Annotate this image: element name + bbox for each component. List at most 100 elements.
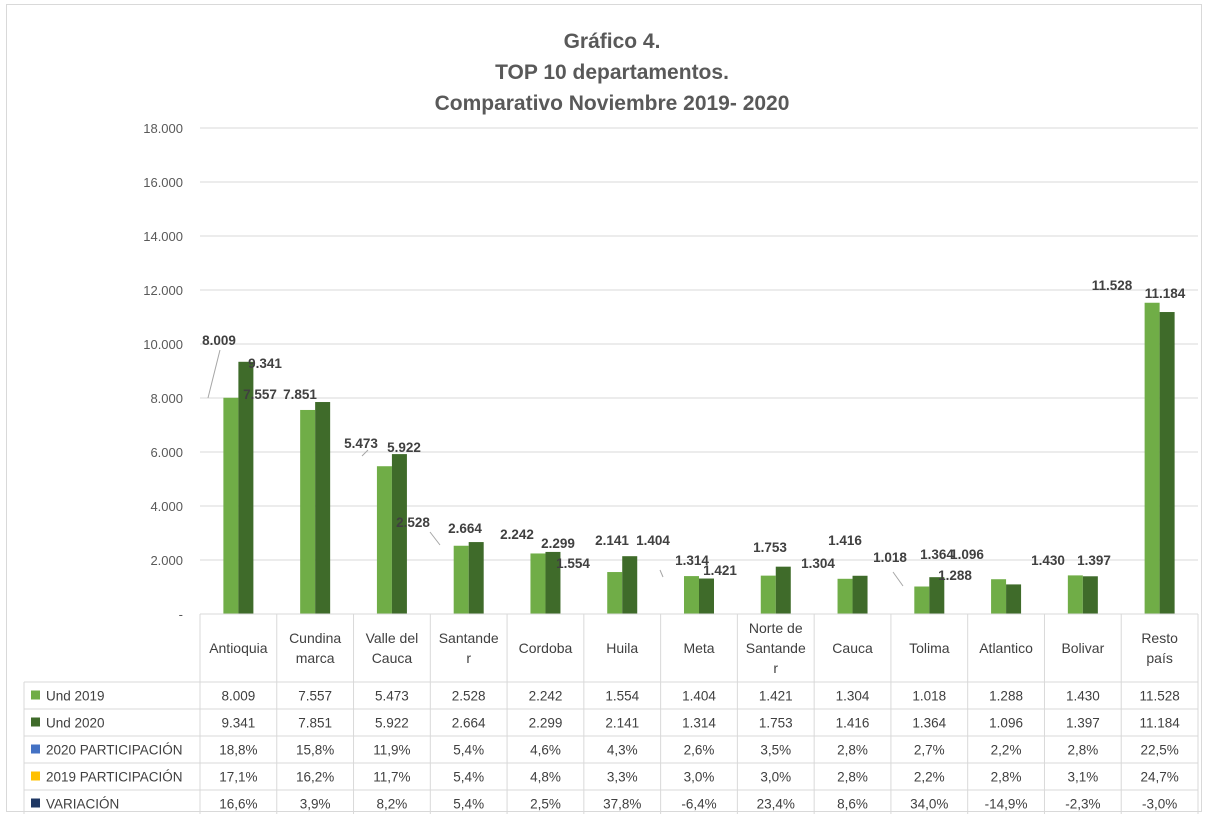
bar-und-2020 — [1006, 584, 1022, 614]
category-label: Huila — [606, 640, 638, 656]
bar-und-2019 — [223, 397, 239, 614]
y-tick-label: 10.000 — [143, 337, 183, 352]
leader-line — [892, 571, 904, 587]
table-cell: 2,5% — [530, 797, 561, 812]
data-label-extra: 1.288 — [938, 568, 972, 583]
legend-key — [31, 744, 40, 754]
chart-title-line: Comparativo Noviembre 2019- 2020 — [435, 92, 790, 115]
y-tick-label: 12.000 — [143, 283, 183, 298]
bar-und-2019 — [530, 553, 546, 614]
category-label: Bolivar — [1061, 640, 1104, 656]
data-label-und-2019: 2.528 — [396, 515, 430, 530]
table-cell: 3,1% — [1067, 770, 1098, 785]
table-cell: -14,9% — [985, 797, 1028, 812]
bar-und-2019 — [1144, 302, 1160, 614]
table-cell: 7.851 — [298, 716, 332, 731]
y-tick-label: 18.000 — [143, 121, 183, 136]
data-label-und-2020: 1.397 — [1077, 553, 1111, 568]
data-label-und-2020: 1.364 — [920, 547, 954, 562]
table-cell: 1.304 — [836, 689, 870, 704]
category-label: marca — [296, 650, 335, 666]
y-tick-label: 14.000 — [143, 229, 183, 244]
data-label-und-2019: 8.009 — [202, 333, 236, 348]
row-label: Und 2020 — [46, 716, 105, 731]
data-label-und-2020: 9.341 — [248, 356, 282, 371]
bar-und-2020 — [775, 566, 791, 614]
table-cell: 1.416 — [836, 716, 870, 731]
bar-und-2019 — [837, 578, 853, 614]
row-label: VARIACIÓN — [46, 797, 119, 812]
data-table: Antioquia Cundina marca Valle del Cauca Santa… — [23, 613, 1199, 814]
table-cell: 1.421 — [759, 689, 793, 704]
table-cell: 1.430 — [1066, 689, 1100, 704]
category-label: Resto — [1141, 630, 1178, 646]
data-label-und-2020: 5.922 — [387, 440, 421, 455]
bar-und-2019 — [991, 579, 1007, 614]
chart-title: Gráfico 4. TOP 10 departamentos. Comparati… — [435, 30, 790, 115]
table-cell: 2.242 — [529, 689, 563, 704]
bar-und-2019 — [1067, 575, 1083, 614]
category-label: Norte de — [749, 620, 803, 636]
category-label: r — [466, 650, 471, 666]
table-cell: 1.364 — [912, 716, 946, 731]
table-cell: 7.557 — [298, 689, 332, 704]
table-cell: 4,8% — [530, 770, 561, 785]
table-cell: 37,8% — [603, 797, 641, 812]
category-label: Atlantico — [979, 640, 1033, 656]
table-cell: 24,7% — [1140, 770, 1178, 785]
table-cell: 5,4% — [453, 797, 484, 812]
y-tick-label: 2.000 — [150, 553, 183, 568]
table-cell: 1.018 — [912, 689, 946, 704]
bar-und-2020 — [1159, 312, 1175, 614]
bar-und-2019 — [376, 466, 392, 614]
bar-und-2020 — [852, 575, 868, 614]
category-label: Santande — [439, 630, 499, 646]
table-cell: 2,8% — [837, 743, 868, 758]
y-tick-label: 8.000 — [150, 391, 183, 406]
row-label: Und 2019 — [46, 689, 105, 704]
table-cell: 1.096 — [989, 716, 1023, 731]
chart-title-line: Gráfico 4. — [564, 30, 661, 53]
table-cell: 2,2% — [914, 770, 945, 785]
table-cell: 2,6% — [684, 743, 715, 758]
category-label: Cauca — [832, 640, 873, 656]
leader-lines — [207, 349, 904, 587]
bar-und-2020 — [929, 577, 945, 614]
table-cell: 16,6% — [219, 797, 257, 812]
leader-line — [429, 531, 441, 546]
data-label-und-2019: 1.304 — [801, 556, 835, 571]
table-cell: 2.528 — [452, 689, 486, 704]
table-cell: -6,4% — [681, 797, 716, 812]
y-axis-ticks: - 2.000 4.000 6.000 8.000 10.000 12.000 14.000 1… — [143, 121, 183, 622]
table-cell: 11,9% — [373, 743, 410, 758]
table-cell: 17,1% — [219, 770, 257, 785]
table-cell: 8,6% — [837, 797, 868, 812]
table-cell: 1.554 — [605, 689, 639, 704]
data-label-und-2020: 2.141 — [595, 533, 629, 548]
table-cell: 5.922 — [375, 716, 409, 731]
category-label: Cauca — [372, 650, 413, 666]
bar-und-2019 — [300, 409, 316, 614]
legend-key — [31, 771, 40, 781]
table-cell: 4,3% — [607, 743, 638, 758]
table-cell: -3,0% — [1142, 797, 1177, 812]
data-label-und-2019: 1.430 — [1031, 553, 1065, 568]
data-label-und-2019: 1.096 — [950, 547, 984, 562]
chart-frame — [6, 4, 1202, 812]
table-cell: 3,9% — [300, 797, 331, 812]
data-label-und-2019: 7.557 — [243, 387, 277, 402]
category-label: r — [773, 660, 778, 676]
table-cell: 16,2% — [296, 770, 334, 785]
bar-und-2019 — [914, 586, 930, 614]
bar-und-2019 — [607, 572, 623, 614]
row-label: 2020 PARTICIPACIÓN — [46, 743, 183, 758]
table-cell: 1.397 — [1066, 716, 1100, 731]
leader-line — [207, 349, 221, 399]
table-cell: 5,4% — [453, 743, 484, 758]
data-label-und-2020: 2.664 — [448, 521, 482, 536]
table-cell: 23,4% — [757, 797, 795, 812]
table-cell: 2,8% — [991, 770, 1022, 785]
category-label: Cordoba — [519, 640, 573, 656]
bars — [223, 302, 1175, 614]
